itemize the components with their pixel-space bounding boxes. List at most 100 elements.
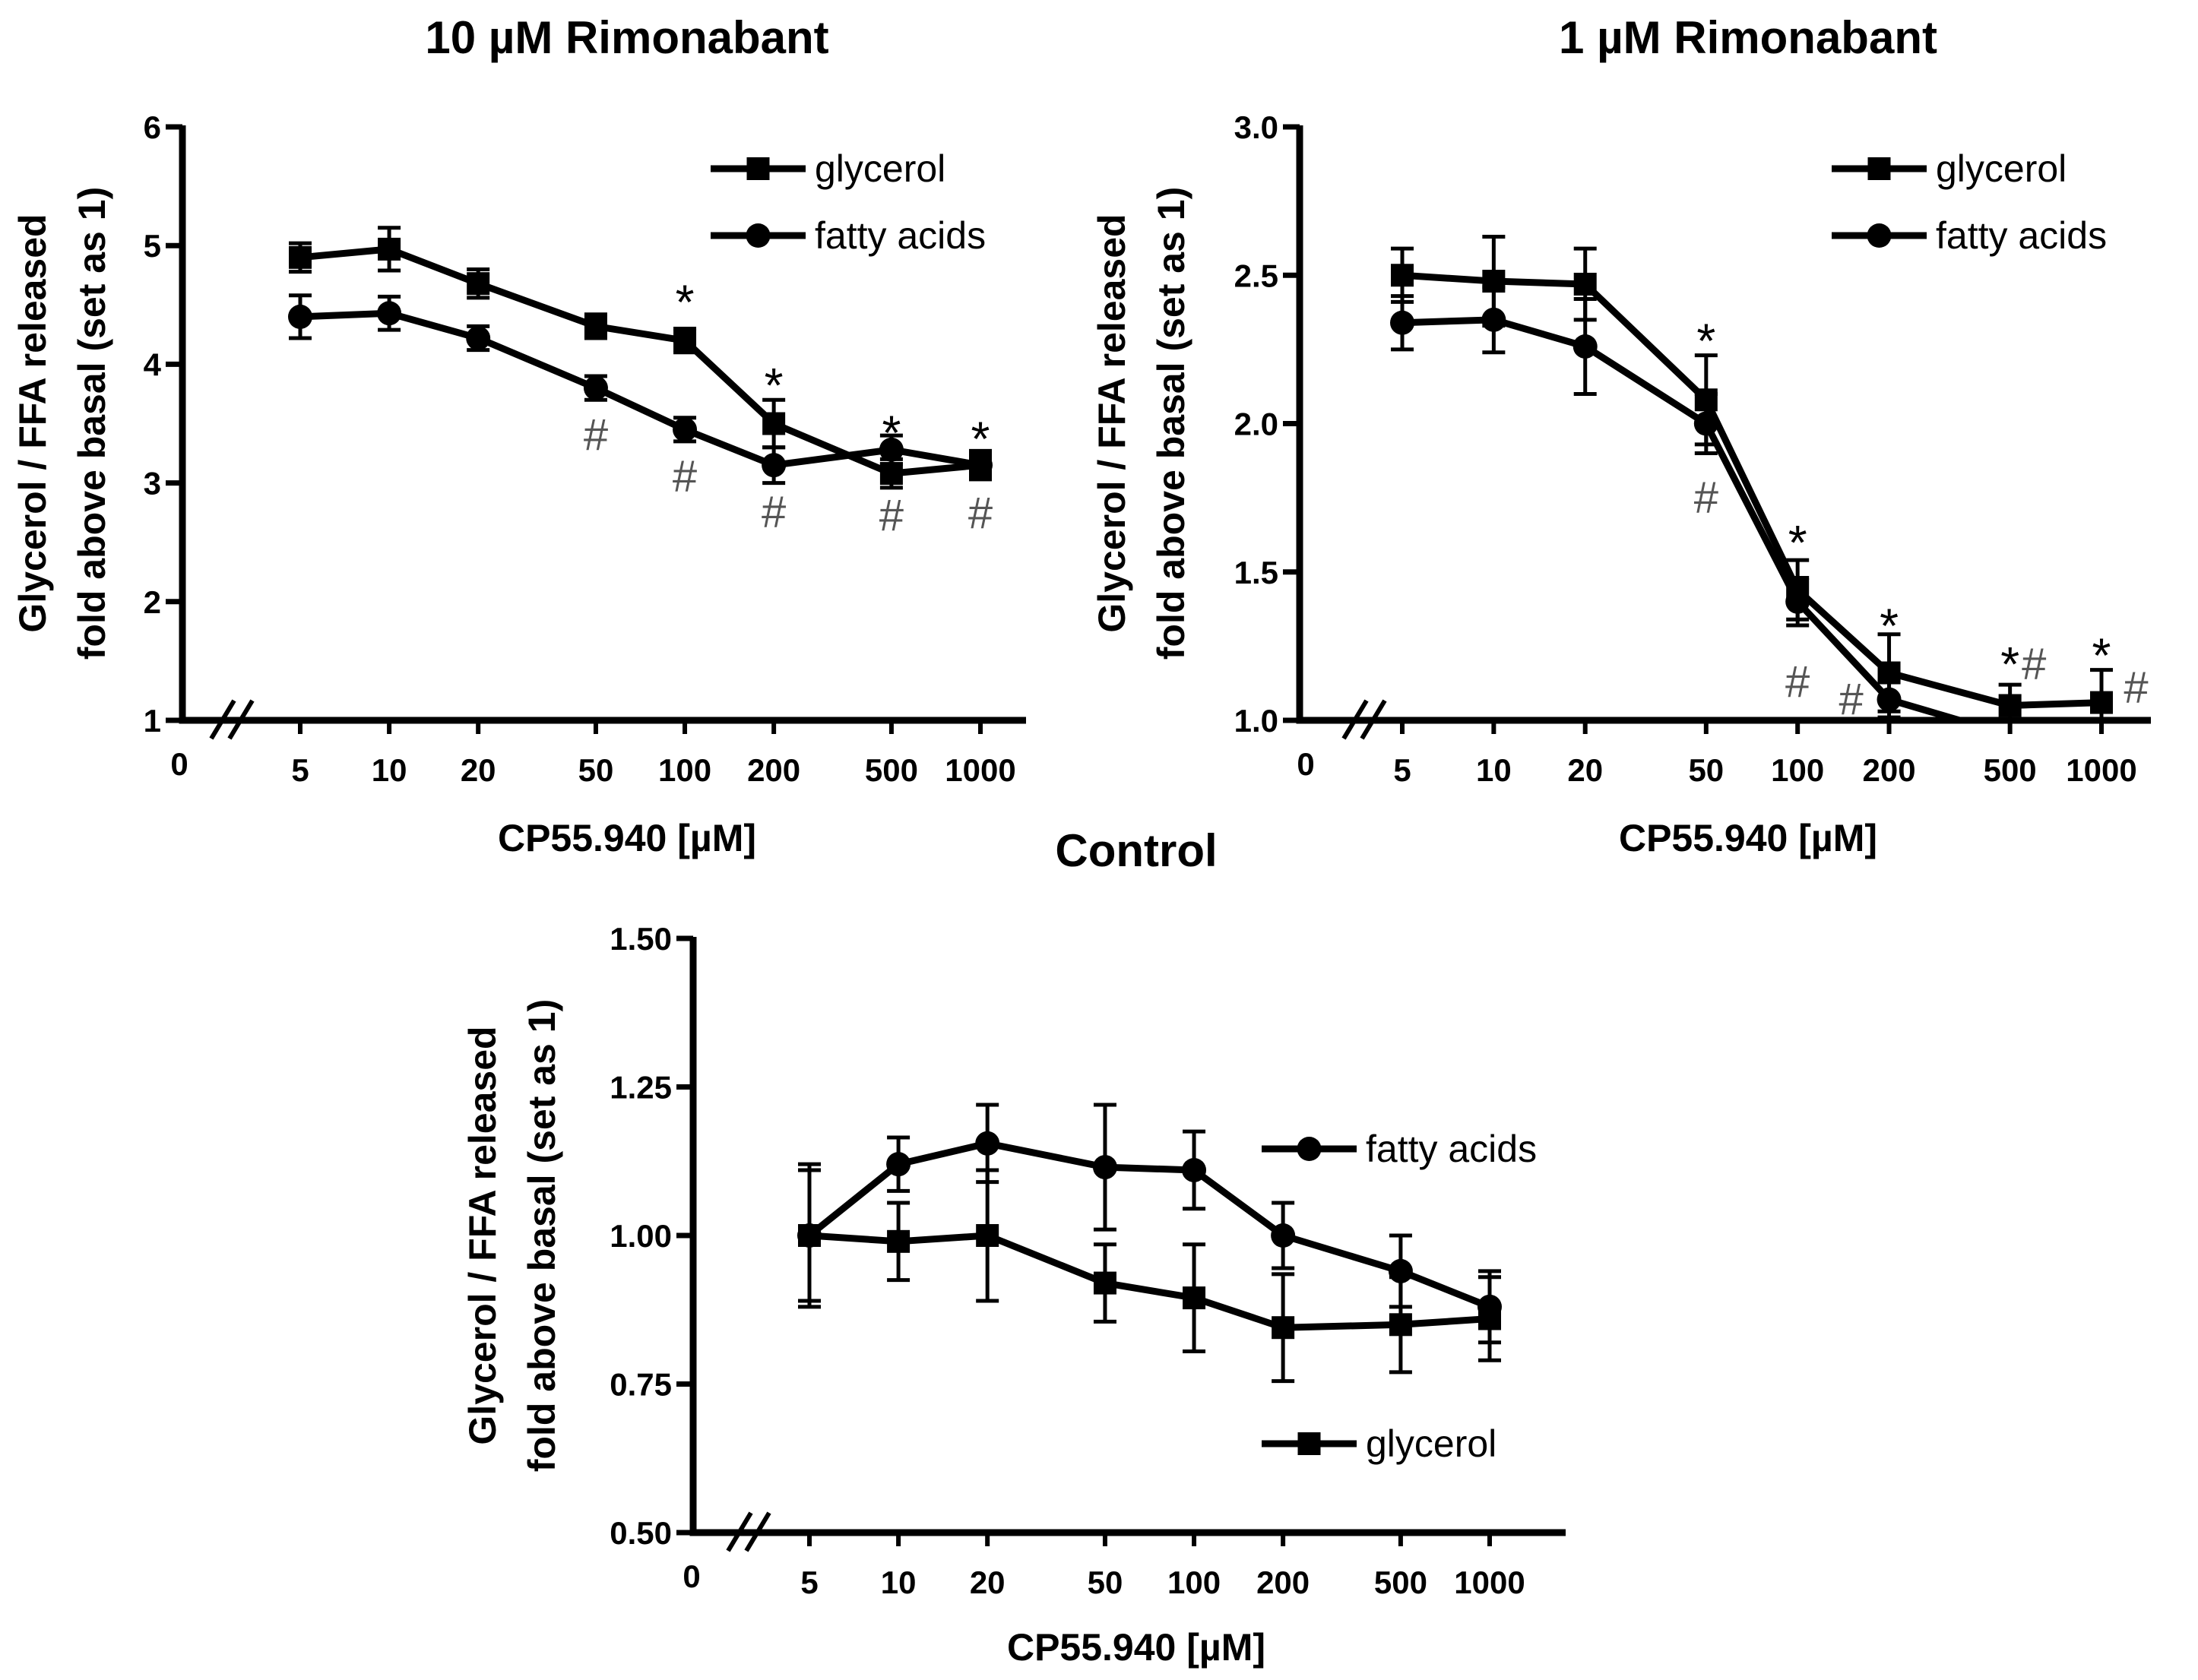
data-point [584,315,607,338]
plot-area [1390,234,2113,720]
legend-label: fatty acids [815,214,986,257]
x-tick-label: 20 [970,1565,1006,1600]
y-tick-label: 2 [144,584,161,620]
y-tick-label: 2.5 [1234,258,1278,293]
axis-break-mark [744,1511,771,1552]
significance-hash: # [1839,675,1863,724]
data-point [762,412,786,435]
x-axis-label: CP55.940 [µM] [1007,1626,1265,1669]
significance-hash: # [1694,473,1718,523]
data-point [1272,1316,1295,1340]
x-tick-label: 100 [1167,1565,1221,1600]
axis-break-mark [1341,699,1369,740]
series-line [299,245,981,477]
x-tick-label: 200 [747,752,800,788]
x-tick-label-zero: 0 [1297,746,1314,782]
y-axis-label-line1: Glycerol / FFA released [461,1026,504,1444]
data-point [879,437,904,462]
legend-marker [746,223,771,248]
y-tick-label: 5 [144,228,161,264]
data-point [1573,272,1597,296]
y-axis-label-line1: Glycerol / FFA released [11,214,54,632]
data-point [762,453,787,478]
significance-star: * [971,411,990,466]
data-point [1391,264,1414,287]
y-tick-label: 0.75 [610,1367,672,1403]
significance-hash: # [1785,657,1810,707]
legend-marker [1297,1432,1321,1455]
plot-area [288,226,993,490]
chart-rim1: 1 µM Rimonabant 1.0 1.5 2.0 2.5 3.0 0 5 10 20 50 10… [1091,12,2151,859]
plot-area [797,1103,1502,1384]
y-axis-label-line2: fold above basal (set as 1) [521,999,563,1472]
x-tick-label: 1000 [2066,752,2136,788]
x-tick-label: 10 [881,1565,917,1600]
data-point [378,237,401,261]
x-tick-label: 1000 [945,752,1015,788]
y-tick-label: 3 [144,466,161,501]
axis-break-mark [1360,699,1387,740]
x-tick-label-zero: 0 [683,1558,700,1594]
significance-hash: # [2124,663,2148,713]
significance-hash: # [673,452,697,501]
significance-star: * [1788,515,1807,570]
data-point [583,375,608,400]
data-point [1877,687,1902,712]
significance-star: * [1696,313,1715,368]
data-point [798,1224,821,1247]
data-point [1182,1157,1207,1182]
chart-title: 1 µM Rimonabant [1559,12,1937,63]
series-line [1401,271,2102,709]
x-tick-label: 20 [1567,752,1603,788]
y-tick-label: 3.0 [1234,109,1278,145]
chart-title: Control [1055,825,1217,876]
data-point [673,417,698,442]
x-tick-label: 50 [1688,752,1724,788]
significance-hash: # [762,487,786,536]
x-tick-label: 5 [1393,752,1411,788]
data-point [1271,1223,1296,1248]
data-point [1389,1313,1412,1337]
series-fatty-acids [1390,285,2022,720]
axis-break-mark [227,699,255,740]
y-tick-label: 4 [144,346,162,382]
legend-marker [1867,223,1892,248]
data-point [968,453,993,478]
legend: glycerol fatty acids [1832,147,2107,257]
data-point [377,301,402,326]
data-point [1092,1155,1117,1180]
x-axis-label: CP55.940 [µM] [498,817,756,859]
data-point [1478,1307,1501,1330]
y-tick-label: 1.00 [610,1218,672,1254]
y-tick-label: 2.0 [1234,407,1278,442]
series-glycerol [798,1168,1501,1384]
x-tick-label: 200 [1862,752,1915,788]
x-tick-label: 10 [1476,752,1512,788]
data-point [466,326,491,351]
legend-label: glycerol [815,147,945,190]
x-tick-label: 50 [1088,1565,1123,1600]
significance-hash: # [584,410,608,460]
significance-star: * [765,358,784,413]
x-tick-label: 500 [1374,1565,1427,1600]
significance-star: * [1880,598,1899,653]
significance-hash: # [2022,639,2046,688]
x-tick-label: 1000 [1454,1565,1525,1600]
data-point [288,304,312,329]
x-tick-label: 100 [1771,752,1824,788]
significance-star: * [676,275,695,330]
y-axis-label-line2: fold above basal (set as 1) [1150,187,1192,660]
data-point [975,1131,1000,1156]
data-point [886,1152,911,1177]
data-point [673,329,697,353]
x-tick-label: 200 [1256,1565,1310,1600]
data-point [1183,1286,1206,1310]
y-tick-label: 1.0 [1234,703,1278,739]
x-tick-label: 500 [865,752,918,788]
series-line [1401,316,1972,720]
data-point [467,272,490,296]
significance-star: * [2092,628,2111,682]
y-tick-label: 1.5 [1234,555,1278,590]
x-tick-label: 10 [372,752,407,788]
